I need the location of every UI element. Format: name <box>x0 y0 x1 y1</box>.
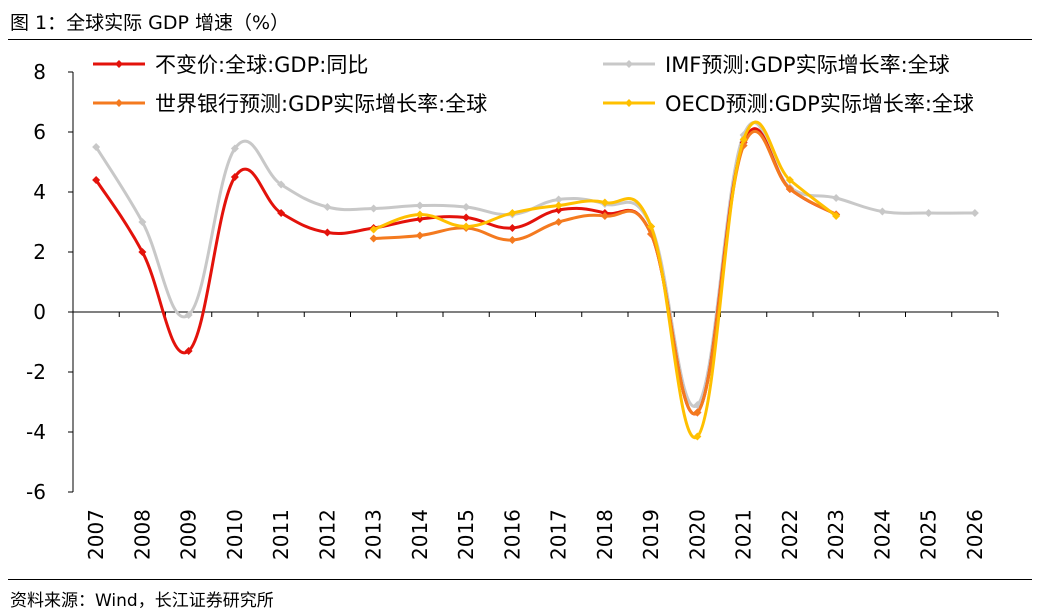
x-tick-label: 2024 <box>870 509 894 560</box>
data-point <box>693 408 702 417</box>
x-tick-label: 2013 <box>362 509 386 560</box>
legend-marker <box>115 99 123 107</box>
series-2 <box>92 121 979 409</box>
legend-marker <box>625 60 633 68</box>
series-line <box>94 121 975 408</box>
legend-marker <box>115 60 123 68</box>
data-point <box>554 218 563 226</box>
data-point <box>554 195 563 204</box>
data-point <box>970 209 979 217</box>
x-tick-label: 2017 <box>547 509 571 560</box>
data-point <box>92 176 101 184</box>
data-point <box>739 135 748 144</box>
x-tick-label: 2007 <box>84 509 108 560</box>
data-point <box>554 206 563 214</box>
data-point <box>415 201 424 210</box>
footer-rule <box>8 579 1032 580</box>
data-point <box>184 347 193 355</box>
legend-label: OECD预测:GDP实际增长率:全球 <box>665 92 974 116</box>
x-tick-label: 2021 <box>732 509 756 560</box>
chart-axes: -6 -4 -2 0 2 4 6 8 2007 2008 2009 2010 2011 2012 2013 2… <box>26 60 999 560</box>
data-point <box>138 248 147 256</box>
x-tick-label: 2011 <box>269 509 293 560</box>
data-point <box>832 194 841 202</box>
y-tick-label: -6 <box>26 480 46 504</box>
x-tick-label: 2020 <box>685 509 709 560</box>
legend-item: IMF预测:GDP实际增长率:全球 <box>603 53 950 77</box>
x-tick-label: 2010 <box>223 509 247 560</box>
data-point <box>924 209 933 217</box>
legend-label: 不变价:全球:GDP:同比 <box>155 53 368 77</box>
series-4 <box>369 120 841 441</box>
legend-marker <box>625 99 633 107</box>
data-point <box>184 311 193 319</box>
legend-item: 世界银行预测:GDP实际增长率:全球 <box>93 92 487 116</box>
series-line <box>373 129 837 416</box>
data-point <box>323 203 332 211</box>
y-tick-label: 0 <box>33 300 46 324</box>
data-point <box>277 209 286 217</box>
data-point <box>415 210 424 219</box>
legend-item: 不变价:全球:GDP:同比 <box>93 53 368 77</box>
y-tick-label: 6 <box>33 120 46 144</box>
data-point <box>369 204 378 213</box>
data-point <box>230 144 239 153</box>
data-point <box>600 212 609 220</box>
data-point <box>554 201 563 210</box>
data-point <box>277 180 286 189</box>
series-lines <box>92 120 979 441</box>
y-tick-label: -2 <box>26 360 46 384</box>
data-point <box>230 173 239 181</box>
data-point <box>323 228 332 237</box>
data-point <box>415 215 424 223</box>
x-tick-label: 2009 <box>177 509 201 560</box>
y-tick-label: 2 <box>33 240 46 264</box>
x-tick-label: 2023 <box>824 509 848 560</box>
data-point <box>785 176 794 184</box>
x-tick-label: 2018 <box>593 509 617 560</box>
data-point <box>462 213 471 222</box>
data-point <box>92 143 101 151</box>
x-tick-label: 2008 <box>130 509 154 560</box>
data-point <box>600 198 609 207</box>
data-point <box>369 234 378 243</box>
chart-legend: 不变价:全球:GDP:同比 IMF预测:GDP实际增长率:全球世界银行预测:GDP… <box>93 53 974 116</box>
figure-title: 图 1：全球实际 GDP 增速（%） <box>10 12 290 34</box>
x-tick-label: 2012 <box>315 509 339 560</box>
data-point <box>508 224 517 232</box>
data-point <box>508 236 517 244</box>
x-tick-label: 2015 <box>454 509 478 560</box>
x-tick-label: 2014 <box>408 509 432 560</box>
data-point <box>647 222 656 231</box>
data-point <box>462 203 471 211</box>
data-point <box>693 432 702 441</box>
data-point <box>832 212 841 220</box>
y-tick-label: -4 <box>26 420 46 444</box>
data-point <box>138 218 147 226</box>
data-point <box>508 209 517 217</box>
series-3 <box>369 129 841 417</box>
legend-label: IMF预测:GDP实际增长率:全球 <box>665 53 950 77</box>
x-tick-label: 2026 <box>963 509 987 560</box>
x-tick-label: 2016 <box>500 509 524 560</box>
x-tick-label: 2025 <box>917 509 941 560</box>
data-point <box>785 185 794 193</box>
y-tick-label: 4 <box>33 180 46 204</box>
title-rule <box>8 39 1032 40</box>
x-tick-label: 2022 <box>778 509 802 560</box>
series-line <box>373 120 838 440</box>
data-point <box>415 231 424 240</box>
source-note: 资料来源：Wind，长江证券研究所 <box>10 591 274 611</box>
legend-label: 世界银行预测:GDP实际增长率:全球 <box>155 92 487 116</box>
legend-item: OECD预测:GDP实际增长率:全球 <box>603 92 974 116</box>
y-tick-label: 8 <box>33 60 46 84</box>
data-point <box>369 225 378 234</box>
x-tick-label: 2019 <box>639 509 663 560</box>
data-point <box>462 222 471 231</box>
data-point <box>878 207 887 216</box>
